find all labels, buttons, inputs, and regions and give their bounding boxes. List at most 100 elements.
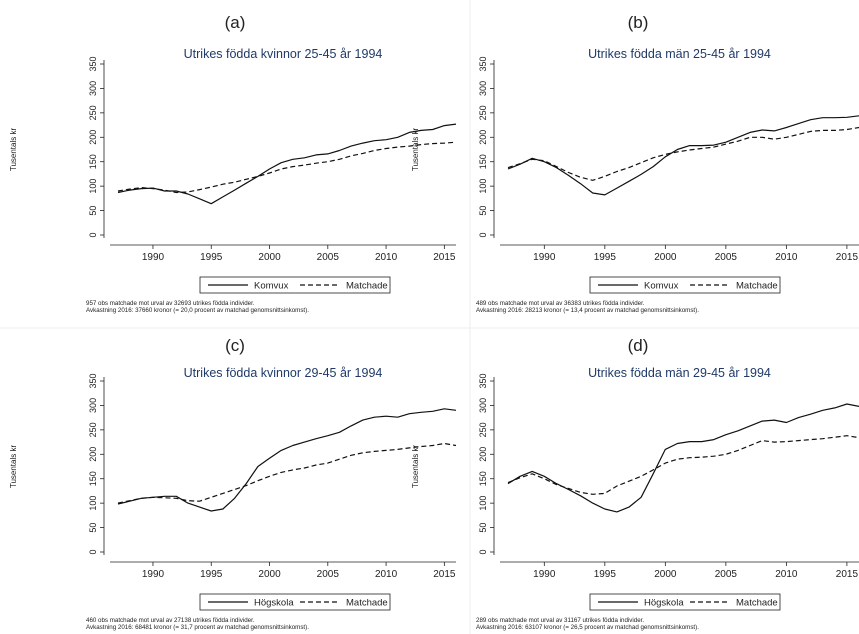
y-tick-label: 50 bbox=[88, 523, 98, 533]
x-tick-label: 2010 bbox=[375, 252, 398, 263]
x-tick-label: 2000 bbox=[654, 252, 677, 263]
y-tick-label: 100 bbox=[478, 179, 488, 194]
x-tick-label: 2000 bbox=[654, 569, 677, 580]
legend-label: Matchade bbox=[736, 598, 778, 609]
chart-title: Utrikes födda kvinnor 25-45 år 1994 bbox=[184, 47, 383, 61]
footnote: Avkastning 2016: 37660 kronor (= 20,0 pr… bbox=[86, 307, 309, 314]
series-line-matchade bbox=[117, 141, 457, 194]
legend-box bbox=[199, 593, 391, 611]
y-tick-label: 250 bbox=[478, 105, 488, 120]
y-tick-label: 200 bbox=[478, 130, 488, 145]
y-tick-label: 350 bbox=[88, 56, 98, 71]
x-tick-label: 2010 bbox=[775, 569, 798, 580]
y-axis-label: Tusentals kr bbox=[9, 445, 18, 489]
footnote: Avkastning 2016: 28213 kronor (= 13,4 pr… bbox=[476, 307, 699, 314]
series-line-primary bbox=[507, 115, 859, 196]
legend-label: Komvux bbox=[254, 281, 289, 292]
x-tick-label: 1995 bbox=[594, 569, 617, 580]
footnote: 957 obs matchade mot urval av 32693 utri… bbox=[86, 300, 255, 307]
y-tick-label: 100 bbox=[478, 496, 488, 511]
x-tick-label: 1995 bbox=[200, 252, 223, 263]
x-tick-label: 1990 bbox=[142, 252, 165, 263]
x-tick-label: 2005 bbox=[317, 252, 340, 263]
y-tick-label: 50 bbox=[478, 523, 488, 533]
x-tick-label: 2015 bbox=[836, 569, 859, 580]
series-line-matchade bbox=[507, 435, 859, 495]
y-tick-label: 150 bbox=[478, 471, 488, 486]
series-line-matchade bbox=[117, 442, 457, 504]
x-tick-label: 2005 bbox=[715, 252, 738, 263]
y-tick-label: 100 bbox=[88, 496, 98, 511]
panel-label: (b) bbox=[628, 13, 649, 32]
x-tick-label: 2015 bbox=[433, 252, 456, 263]
chart-title: Utrikes födda män 29-45 år 1994 bbox=[588, 366, 771, 380]
y-tick-label: 200 bbox=[88, 130, 98, 145]
chart-title: Utrikes födda män 25-45 år 1994 bbox=[588, 47, 771, 61]
y-tick-label: 350 bbox=[88, 373, 98, 388]
x-tick-label: 2015 bbox=[836, 252, 859, 263]
chart-panel-b: (b) Utrikes födda män 25-45 år 1994 0 50 100… bbox=[476, 13, 859, 314]
y-tick-label: 50 bbox=[478, 206, 488, 216]
legend: Komvux Matchade bbox=[589, 276, 781, 294]
y-tick-label: 150 bbox=[88, 471, 98, 486]
y-tick-label: 200 bbox=[478, 447, 488, 462]
legend: Högskola Matchade bbox=[199, 593, 391, 611]
y-tick-label: 0 bbox=[478, 549, 488, 554]
y-tick-label: 200 bbox=[88, 447, 98, 462]
series-line-primary bbox=[507, 403, 859, 513]
y-tick-label: 50 bbox=[88, 206, 98, 216]
y-tick-label: 100 bbox=[88, 179, 98, 194]
inner-y-axis-label: Tusentals kr bbox=[411, 128, 420, 172]
y-tick-label: 250 bbox=[88, 422, 98, 437]
legend: Komvux Matchade bbox=[199, 276, 391, 294]
y-tick-label: 250 bbox=[478, 422, 488, 437]
legend-label: Komvux bbox=[644, 281, 679, 292]
y-tick-label: 0 bbox=[88, 549, 98, 554]
chart-panel-c: (c) Utrikes födda kvinnor 29-45 år 1994 0 5… bbox=[9, 336, 457, 631]
panel-label: (c) bbox=[225, 336, 245, 355]
series-line-primary bbox=[117, 123, 457, 205]
y-tick-label: 300 bbox=[478, 398, 488, 413]
panel-label: (a) bbox=[225, 13, 246, 32]
x-tick-label: 1995 bbox=[200, 569, 223, 580]
chart-panel-a: (a) Utrikes födda kvinnor 25-45 år 1994 0 5… bbox=[9, 13, 457, 314]
series-line-matchade bbox=[507, 126, 859, 181]
panel-label: (d) bbox=[628, 336, 649, 355]
x-tick-label: 2010 bbox=[375, 569, 398, 580]
y-tick-label: 0 bbox=[88, 232, 98, 237]
legend-box bbox=[589, 593, 781, 611]
legend: Högskola Matchade bbox=[589, 593, 781, 611]
y-tick-label: 300 bbox=[88, 81, 98, 96]
y-tick-label: 150 bbox=[88, 154, 98, 169]
footnote: Avkastning 2016: 68481 kronor (= 31,7 pr… bbox=[86, 624, 309, 631]
x-tick-label: 1990 bbox=[533, 569, 556, 580]
chart-title: Utrikes födda kvinnor 29-45 år 1994 bbox=[184, 366, 383, 380]
legend-box bbox=[589, 276, 781, 294]
footnote: Avkastning 2016: 63107 kronor (= 26,5 pr… bbox=[476, 624, 699, 631]
legend-label: Högskola bbox=[644, 598, 684, 609]
x-tick-label: 2000 bbox=[258, 569, 281, 580]
legend-label: Högskola bbox=[254, 598, 294, 609]
legend-label: Matchade bbox=[346, 281, 388, 292]
footnote: 289 obs matchade mot urval av 31167 utri… bbox=[476, 617, 644, 624]
legend-box bbox=[199, 276, 391, 294]
y-axis-label: Tusentals kr bbox=[9, 128, 18, 172]
legend-label: Matchade bbox=[736, 281, 778, 292]
y-tick-label: 350 bbox=[478, 373, 488, 388]
y-tick-label: 0 bbox=[478, 232, 488, 237]
y-tick-label: 350 bbox=[478, 56, 488, 71]
x-tick-label: 1995 bbox=[594, 252, 617, 263]
footnote: 460 obs matchade mot urval av 27138 utri… bbox=[86, 617, 255, 624]
series-line-primary bbox=[117, 408, 457, 512]
x-tick-label: 2000 bbox=[258, 252, 281, 263]
x-tick-label: 2005 bbox=[715, 569, 738, 580]
footnote: 489 obs matchade mot urval av 36383 utri… bbox=[476, 300, 645, 307]
y-tick-label: 250 bbox=[88, 105, 98, 120]
legend-label: Matchade bbox=[346, 598, 388, 609]
y-tick-label: 300 bbox=[478, 81, 488, 96]
y-tick-label: 300 bbox=[88, 398, 98, 413]
x-tick-label: 2010 bbox=[775, 252, 798, 263]
x-tick-label: 2005 bbox=[317, 569, 340, 580]
